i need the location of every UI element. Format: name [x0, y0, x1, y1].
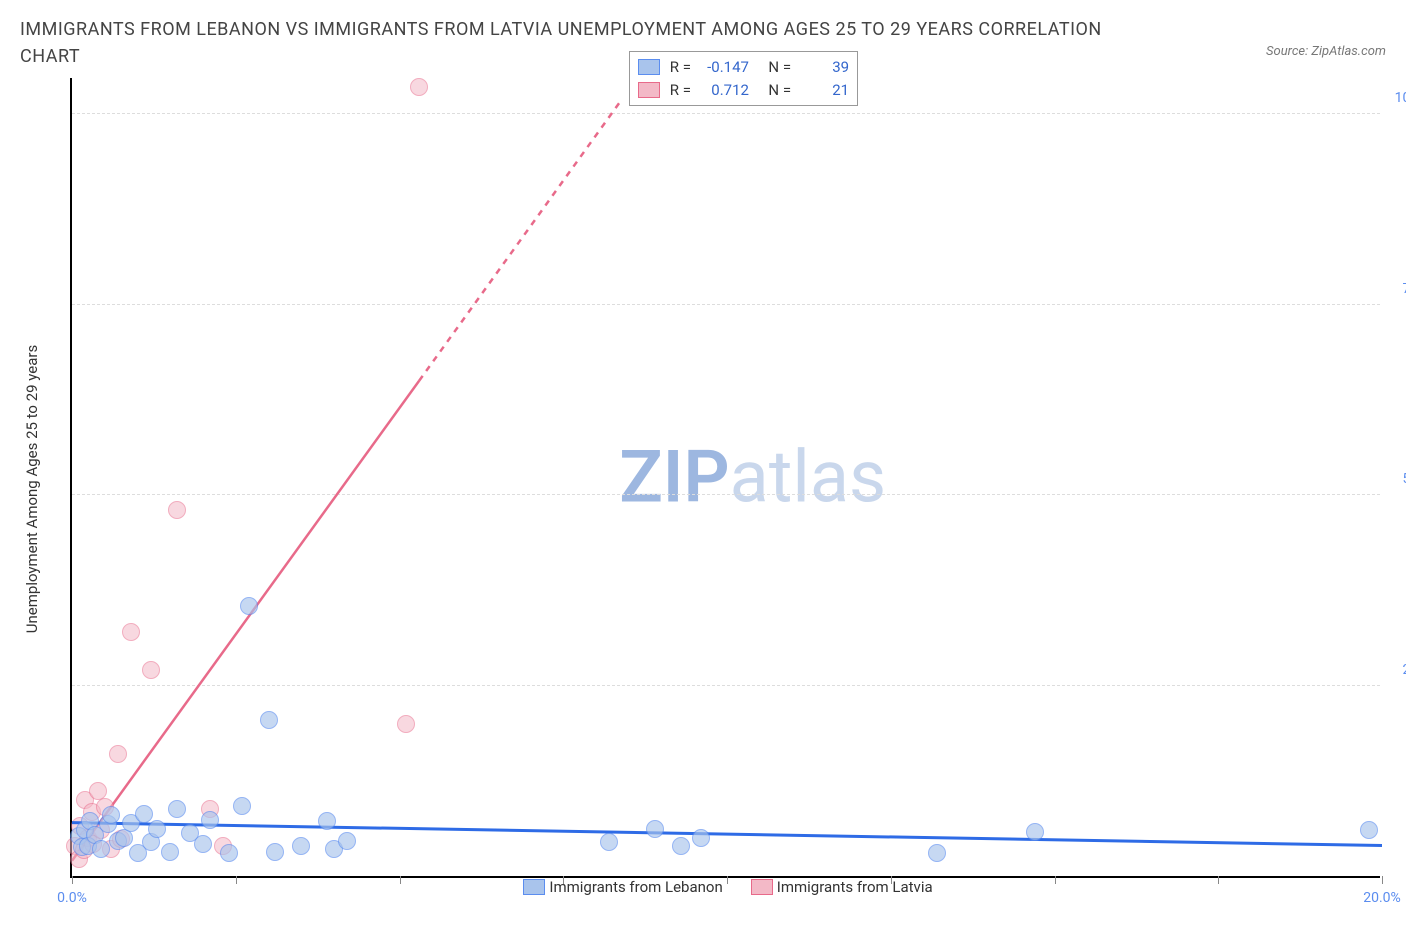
data-point-lebanon	[1360, 821, 1378, 839]
gridline-h	[72, 304, 1380, 305]
data-point-latvia	[142, 661, 160, 679]
data-point-lebanon	[161, 843, 179, 861]
source-label: Source: ZipAtlas.com	[1266, 44, 1386, 59]
data-point-lebanon	[1026, 823, 1044, 841]
data-point-lebanon	[240, 597, 258, 615]
chart-title: IMMIGRANTS FROM LEBANON VS IMMIGRANTS FR…	[20, 16, 1120, 70]
data-point-latvia	[122, 623, 140, 641]
scatter-plot-area: ZIPatlas 25.0%50.0%75.0%100.0%0.0%20.0%R…	[70, 78, 1380, 878]
x-tick	[72, 876, 73, 884]
x-tick	[891, 876, 892, 884]
watermark-part2: atlas	[730, 435, 887, 520]
x-tick-label: 0.0%	[57, 890, 87, 906]
x-tick	[1218, 876, 1219, 884]
data-point-lebanon	[168, 800, 186, 818]
data-point-lebanon	[600, 833, 618, 851]
data-point-latvia	[397, 715, 415, 733]
gridline-h	[72, 685, 1380, 686]
stats-row-latvia: R = 0.712 N = 21	[638, 79, 849, 102]
data-point-lebanon	[92, 840, 110, 858]
gridline-h	[72, 113, 1380, 114]
y-tick-label: 50.0%	[1402, 471, 1406, 487]
data-point-lebanon	[220, 844, 238, 862]
y-tick-label: 25.0%	[1402, 662, 1406, 678]
data-point-lebanon	[928, 844, 946, 862]
data-point-lebanon	[672, 837, 690, 855]
y-axis-title: Unemployment Among Ages 25 to 29 years	[23, 344, 41, 632]
legend-item-lebanon: Immigrants from Lebanon	[523, 878, 722, 896]
legend-item-latvia: Immigrants from Latvia	[751, 878, 933, 896]
data-point-lebanon	[338, 832, 356, 850]
x-tick	[1382, 876, 1383, 884]
data-point-lebanon	[692, 829, 710, 847]
watermark-part1: ZIP	[619, 435, 729, 520]
data-point-lebanon	[135, 805, 153, 823]
y-tick-label: 100.0%	[1395, 90, 1406, 106]
x-tick-label: 20.0%	[1363, 890, 1401, 906]
data-point-lebanon	[201, 811, 219, 829]
stats-legend: R = -0.147 N = 39R = 0.712 N = 21	[629, 51, 858, 106]
data-point-latvia	[109, 745, 127, 763]
data-point-lebanon	[194, 835, 212, 853]
data-point-lebanon	[148, 820, 166, 838]
x-tick	[563, 876, 564, 884]
data-point-lebanon	[260, 711, 278, 729]
watermark: ZIPatlas	[619, 435, 886, 520]
data-point-latvia	[410, 78, 428, 96]
x-tick	[236, 876, 237, 884]
data-point-lebanon	[646, 820, 664, 838]
gridline-h	[72, 494, 1380, 495]
data-point-lebanon	[318, 812, 336, 830]
x-tick	[400, 876, 401, 884]
data-point-lebanon	[292, 837, 310, 855]
data-point-latvia	[168, 501, 186, 519]
data-point-lebanon	[102, 806, 120, 824]
x-tick	[1055, 876, 1056, 884]
x-tick	[727, 876, 728, 884]
y-tick-label: 75.0%	[1402, 281, 1406, 297]
data-point-latvia	[89, 782, 107, 800]
trend-line	[72, 76, 1382, 876]
data-point-lebanon	[266, 843, 284, 861]
trend-line	[72, 76, 1382, 876]
trend-line	[72, 76, 1382, 876]
bottom-legend: Immigrants from Lebanon Immigrants from L…	[20, 878, 1386, 899]
data-point-lebanon	[233, 797, 251, 815]
stats-row-lebanon: R = -0.147 N = 39	[638, 56, 849, 79]
